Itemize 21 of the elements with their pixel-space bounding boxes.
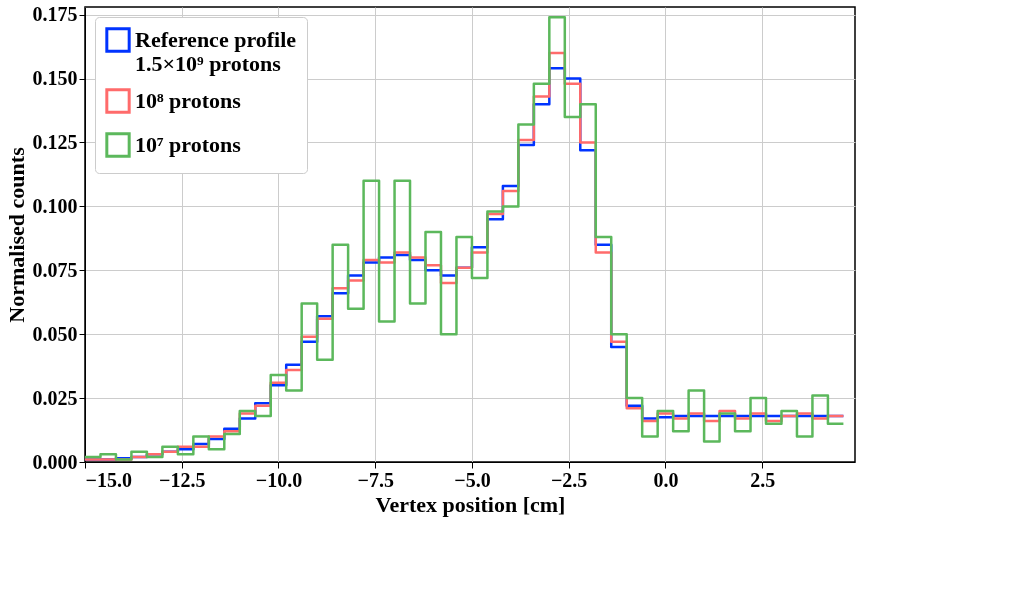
- y-tick-label: 0.100: [32, 194, 78, 217]
- y-tick-label: 0.175: [32, 3, 78, 26]
- x-tick-label: −12.5: [159, 468, 206, 491]
- x-tick-label: −10.0: [255, 468, 303, 491]
- legend-label: 10⁷ protons: [135, 132, 242, 157]
- y-tick-label: 0.000: [32, 450, 78, 473]
- x-tick-label: −15.0: [85, 468, 132, 491]
- x-tick-label: −2.5: [550, 468, 588, 491]
- y-axis-title: Normalised counts: [3, 146, 29, 323]
- y-tick-label: 0.150: [32, 67, 78, 90]
- y-tick-label: 0.050: [32, 322, 78, 345]
- y-tick-label: 0.125: [32, 130, 78, 153]
- y-tick-label: 0.075: [32, 258, 78, 281]
- legend-label: 10⁸ protons: [135, 88, 242, 113]
- legend-label: Reference profile 1.5×10⁹ protons: [135, 27, 297, 76]
- y-tick-label: 0.025: [32, 386, 78, 409]
- x-tick-label: −5.0: [454, 468, 491, 491]
- x-tick-label: 2.5: [750, 468, 776, 491]
- x-axis-title: Vertex position [cm]: [375, 491, 566, 517]
- x-tick-label: −7.5: [357, 468, 394, 491]
- x-tick-label: 0.0: [653, 468, 679, 491]
